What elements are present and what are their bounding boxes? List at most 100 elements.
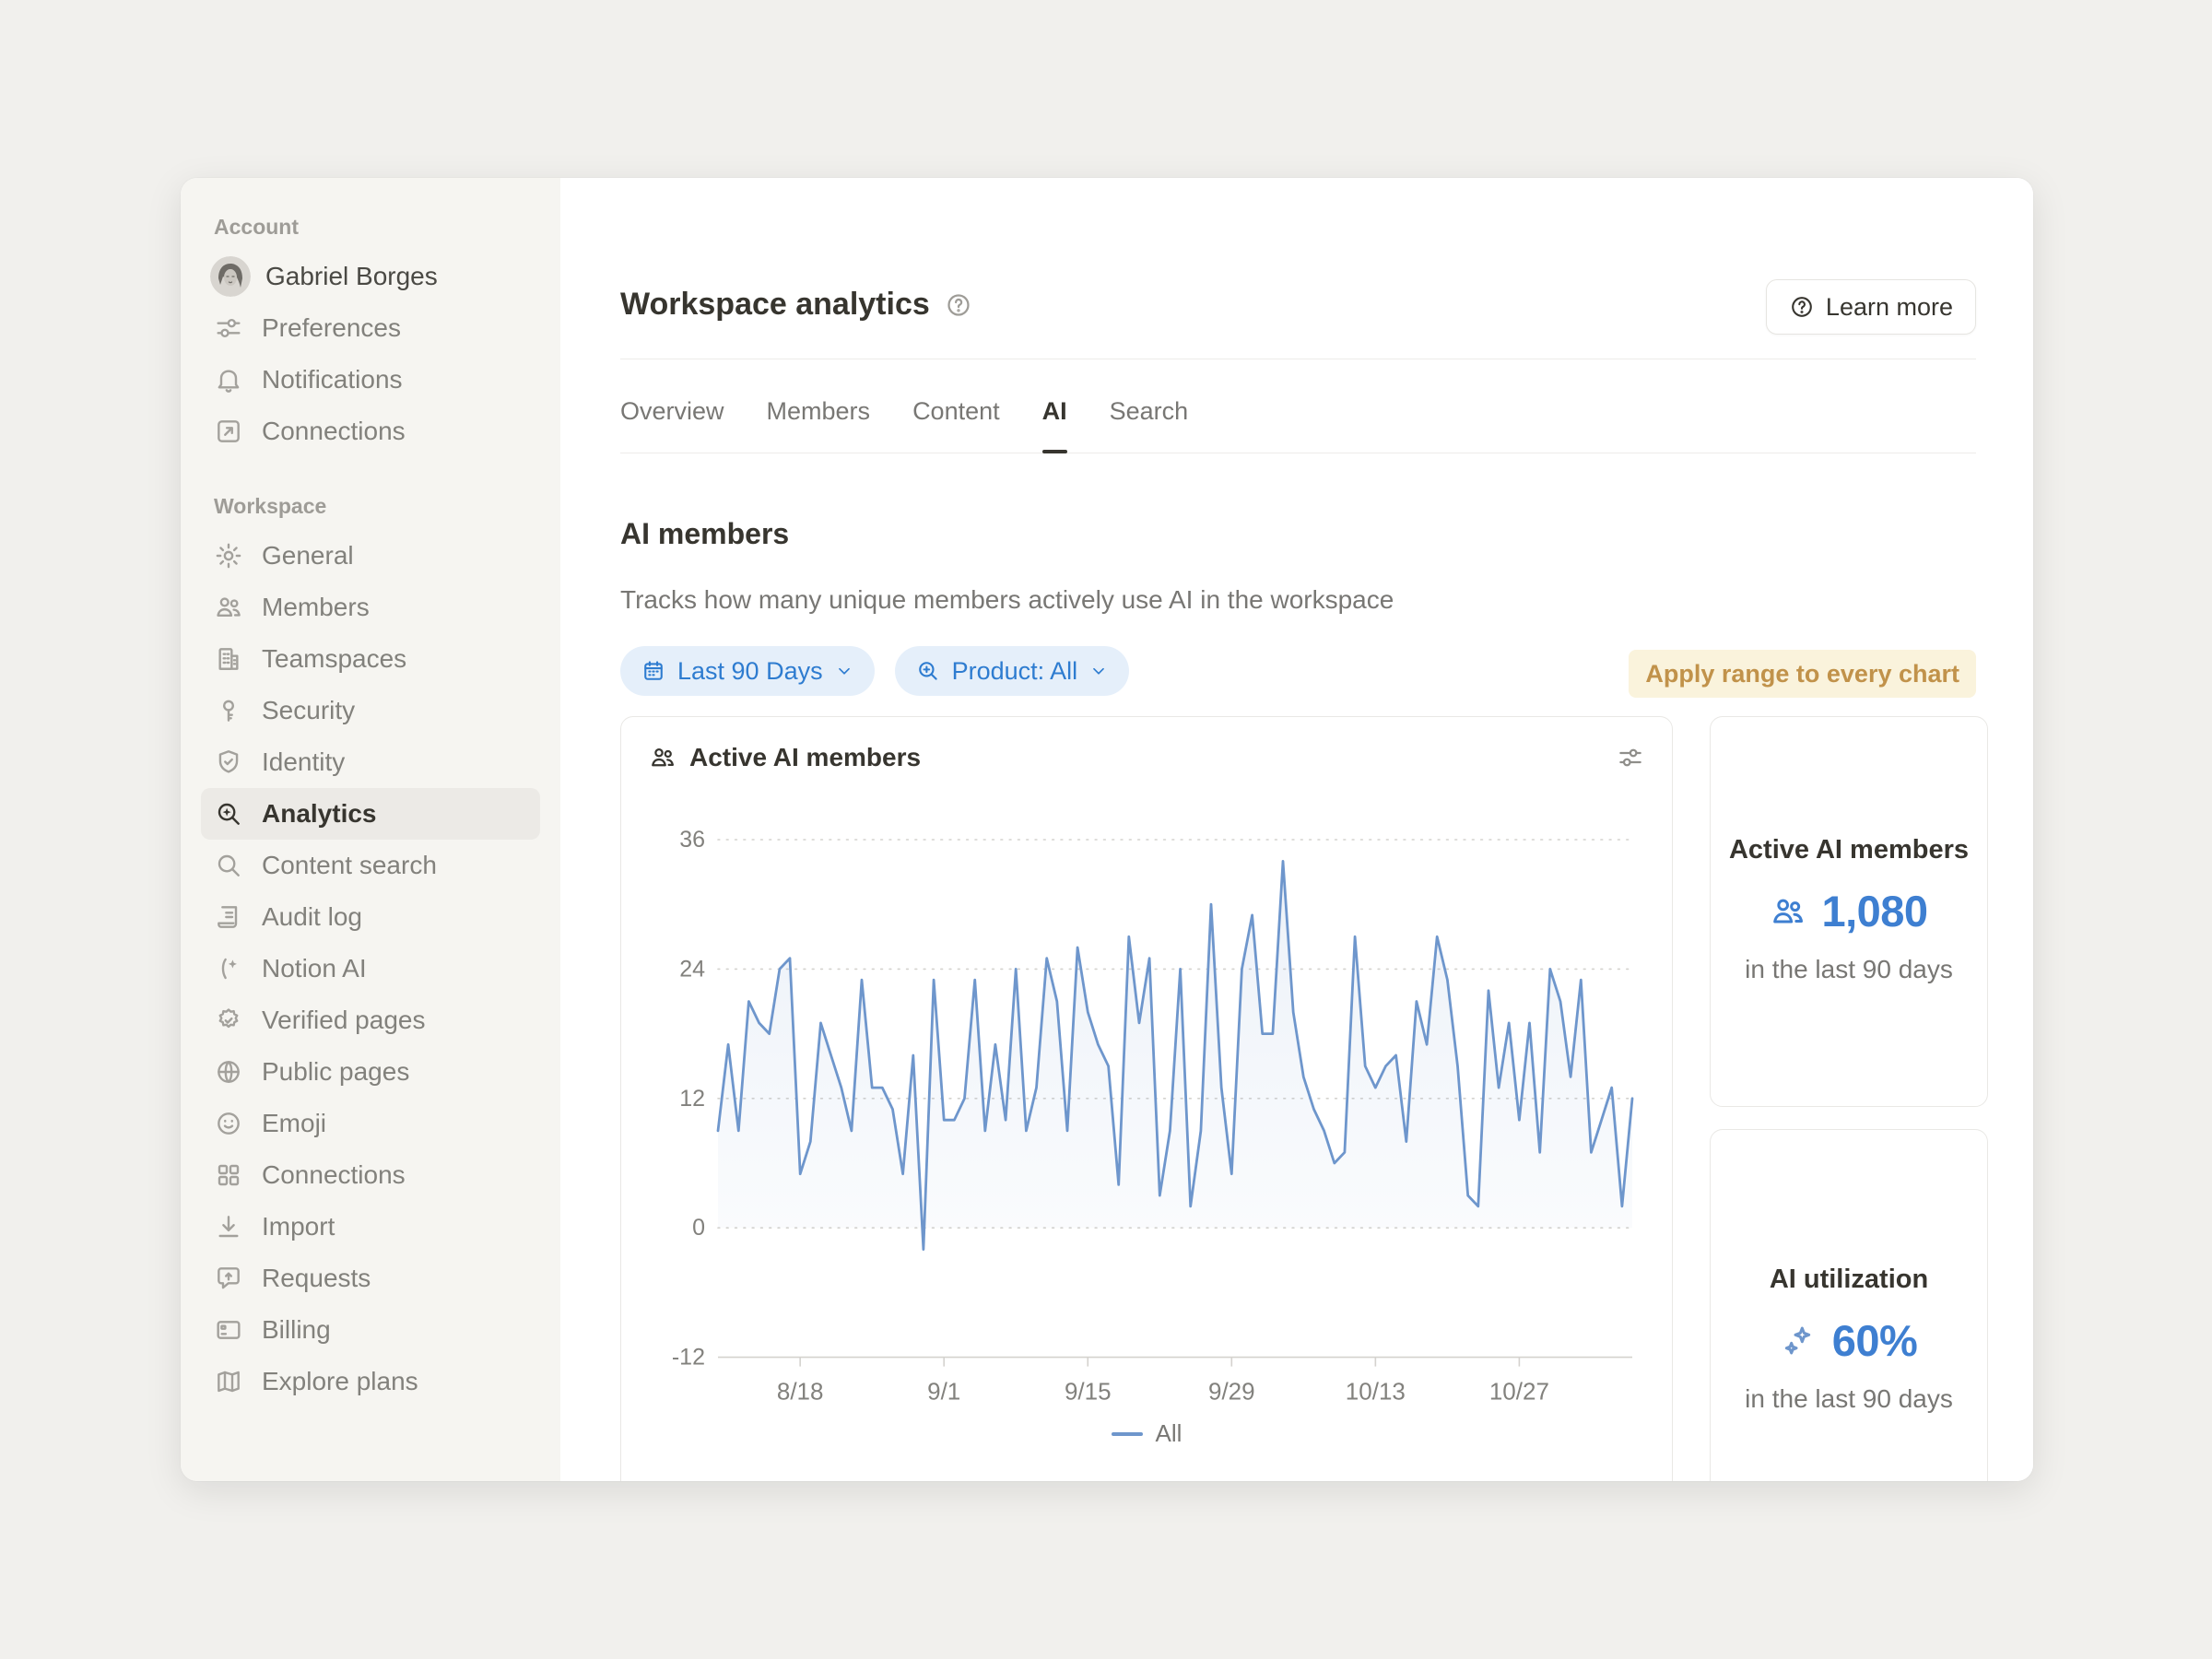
stat-title: Active AI members <box>1728 835 1970 865</box>
sidebar-section-account: Account Gabriel Borges Preferences Notif… <box>201 209 540 457</box>
sidebar-item-label: Audit log <box>262 902 362 931</box>
sidebar-item-explore-plans[interactable]: Explore plans <box>201 1356 540 1407</box>
credit-card-icon <box>214 1315 243 1345</box>
sidebar-item-label: Emoji <box>262 1109 327 1137</box>
active-ai-members-stat-card: Active AI members 1,080 in the last 90 d… <box>1710 716 1988 1107</box>
building-icon <box>214 644 243 674</box>
sidebar-section-label: Account <box>214 215 299 239</box>
sidebar-item-connections-account[interactable]: Connections <box>201 406 540 457</box>
sidebar-item-preferences[interactable]: Preferences <box>201 302 540 354</box>
sidebar-item-public-pages[interactable]: Public pages <box>201 1046 540 1098</box>
message-up-icon <box>214 1264 243 1293</box>
svg-text:10/13: 10/13 <box>1346 1378 1406 1406</box>
search-icon <box>214 851 243 880</box>
sidebar-item-security[interactable]: Security <box>201 685 540 736</box>
sidebar-item-general[interactable]: General <box>201 530 540 582</box>
sidebar-item-account-user[interactable]: Gabriel Borges <box>201 251 540 302</box>
chevron-down-icon <box>1088 661 1109 681</box>
svg-text:10/27: 10/27 <box>1489 1378 1549 1406</box>
stat-title: AI utilization <box>1769 1265 1929 1294</box>
learn-more-label: Learn more <box>1825 292 1953 321</box>
settings-content: Workspace analytics Learn more Overview … <box>560 178 2033 1481</box>
date-range-filter[interactable]: Last 90 Days <box>620 646 875 696</box>
sidebar-item-label: Billing <box>262 1315 331 1344</box>
sidebar-item-members[interactable]: Members <box>201 582 540 633</box>
sidebar-item-analytics[interactable]: Analytics <box>201 788 540 840</box>
product-filter[interactable]: Product: All <box>894 646 1130 696</box>
people-icon <box>649 744 677 771</box>
document-icon <box>214 902 243 932</box>
section-description: Tracks how many unique members actively … <box>620 585 1394 614</box>
gear-icon <box>214 541 243 571</box>
question-circle-icon <box>1789 294 1815 320</box>
sidebar-item-label: Identity <box>262 747 346 776</box>
apply-range-label: Apply range to every chart <box>1645 659 1959 688</box>
chart-options-icon[interactable] <box>1617 744 1644 771</box>
apply-range-button[interactable]: Apply range to every chart <box>1629 650 1976 698</box>
stat-caption: in the last 90 days <box>1745 1384 1953 1413</box>
zoom-in-icon <box>915 658 941 684</box>
sidebar-item-label: General <box>262 541 354 570</box>
people-icon <box>214 593 243 622</box>
sidebar-item-label: Preferences <box>262 313 401 342</box>
sidebar-item-notifications[interactable]: Notifications <box>201 354 540 406</box>
download-icon <box>214 1212 243 1241</box>
sidebar-item-emoji[interactable]: Emoji <box>201 1098 540 1149</box>
sidebar-item-label: Teamspaces <box>262 644 407 673</box>
sidebar-item-label: Content search <box>262 851 437 879</box>
shield-check-icon <box>214 747 243 777</box>
badge-check-icon <box>214 1006 243 1035</box>
stat-caption: in the last 90 days <box>1745 955 1953 983</box>
avatar <box>210 256 251 297</box>
analytics-tabs: Overview Members Content AI Search <box>620 388 1976 453</box>
sidebar-item-verified-pages[interactable]: Verified pages <box>201 994 540 1046</box>
tab-members[interactable]: Members <box>766 397 871 425</box>
arrow-up-right-box-icon <box>214 417 243 446</box>
tab-content[interactable]: Content <box>912 397 1000 425</box>
svg-text:9/15: 9/15 <box>1065 1378 1112 1406</box>
sidebar-section-label: Workspace <box>214 494 327 518</box>
tab-ai[interactable]: AI <box>1041 388 1067 453</box>
date-range-label: Last 90 Days <box>677 656 823 685</box>
sidebar-item-connections-workspace[interactable]: Connections <box>201 1149 540 1201</box>
legend-line-swatch <box>1111 1431 1143 1436</box>
zoom-sparkle-icon <box>214 799 243 829</box>
active-ai-members-chart-card: Active AI members 36 24 12 0 -12 8/18 9/1 9/15 9… <box>620 716 1673 1481</box>
sidebar-item-label: Notifications <box>262 365 403 394</box>
learn-more-button[interactable]: Learn more <box>1765 279 1976 335</box>
smiley-icon <box>214 1109 243 1138</box>
people-icon <box>1770 893 1806 930</box>
sidebar-item-requests[interactable]: Requests <box>201 1253 540 1304</box>
sidebar-item-label: Analytics <box>262 799 377 828</box>
svg-text:9/29: 9/29 <box>1208 1378 1255 1406</box>
ai-sparkle-icon <box>214 954 243 983</box>
chart-title: Active AI members <box>689 743 922 771</box>
sparkles-icon <box>1781 1323 1818 1359</box>
page-title: Workspace analytics <box>620 287 930 322</box>
sidebar-item-audit-log[interactable]: Audit log <box>201 891 540 943</box>
tab-overview[interactable]: Overview <box>620 397 724 425</box>
line-chart: 36 24 12 0 -12 8/18 9/1 9/15 9/29 10/13 10/27 <box>651 806 1644 1409</box>
sidebar-item-teamspaces[interactable]: Teamspaces <box>201 633 540 685</box>
svg-text:-12: -12 <box>672 1345 705 1371</box>
sidebar-item-label: Verified pages <box>262 1006 426 1034</box>
stat-value: 60% <box>1831 1316 1918 1365</box>
chart-legend[interactable]: All <box>621 1419 1672 1448</box>
help-icon[interactable] <box>945 291 972 319</box>
section-title: AI members <box>620 517 790 550</box>
sidebar-item-notion-ai[interactable]: Notion AI <box>201 943 540 994</box>
sidebar-item-billing[interactable]: Billing <box>201 1304 540 1356</box>
tab-search[interactable]: Search <box>1109 397 1189 425</box>
chevron-down-icon <box>834 661 854 681</box>
grid-icon <box>214 1160 243 1190</box>
svg-text:9/1: 9/1 <box>927 1378 960 1406</box>
sidebar-item-identity[interactable]: Identity <box>201 736 540 788</box>
sidebar-item-import[interactable]: Import <box>201 1201 540 1253</box>
legend-label: All <box>1155 1419 1182 1447</box>
sidebar-item-label: Explore plans <box>262 1367 418 1395</box>
sidebar-item-label: Connections <box>262 417 406 445</box>
stat-value: 1,080 <box>1821 887 1928 935</box>
sidebar-item-label: Public pages <box>262 1057 410 1086</box>
sidebar-item-content-search[interactable]: Content search <box>201 840 540 891</box>
settings-sidebar: Account Gabriel Borges Preferences Notif… <box>181 178 560 1481</box>
